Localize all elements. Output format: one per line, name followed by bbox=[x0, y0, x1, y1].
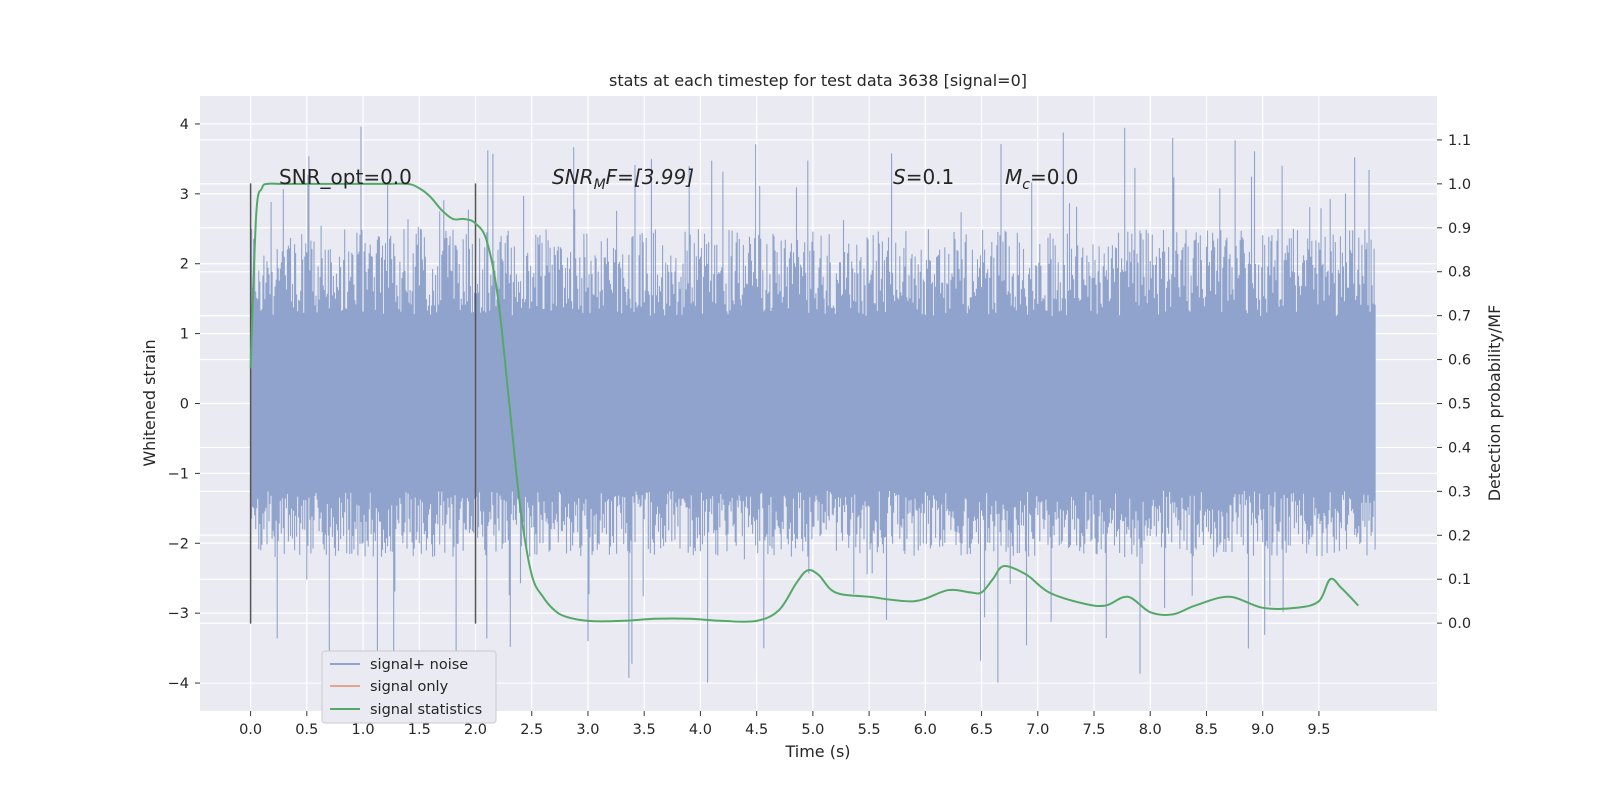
x-tick-label: 7.5 bbox=[1082, 722, 1105, 738]
left-y-axis-ticks: −4 −3 −2 −1 0 1 2 3 4 bbox=[168, 117, 200, 692]
x-tick-label: 8.0 bbox=[1139, 722, 1162, 738]
right-y-tick-label: 1.1 bbox=[1448, 133, 1471, 149]
left-y-tick-label: −4 bbox=[168, 676, 189, 692]
right-y-tick-label: 0.5 bbox=[1448, 397, 1471, 413]
right-y-tick-label: 1.0 bbox=[1448, 177, 1471, 193]
x-tick-label: 0.0 bbox=[239, 722, 262, 738]
x-tick-label: 9.0 bbox=[1251, 722, 1274, 738]
x-tick-label: 6.0 bbox=[914, 722, 937, 738]
snr-opt-annotation: SNR_opt=0.0 bbox=[279, 165, 412, 189]
legend-label-signal-statistics: signal statistics bbox=[370, 702, 482, 718]
x-tick-label: 5.0 bbox=[801, 722, 824, 738]
right-y-tick-label: 0.8 bbox=[1448, 265, 1471, 281]
legend: signal+ noise signal only signal statist… bbox=[321, 650, 497, 724]
x-tick-label: 5.5 bbox=[858, 722, 881, 738]
x-tick-label: 4.5 bbox=[745, 722, 768, 738]
legend-box bbox=[321, 650, 497, 724]
mc-rest: =0.0 bbox=[1030, 165, 1079, 189]
x-tick-label: 3.0 bbox=[576, 722, 599, 738]
left-y-tick-label: 4 bbox=[180, 117, 189, 133]
right-y-tick-label: 0.0 bbox=[1448, 616, 1471, 632]
left-y-axis-label: Whitened strain bbox=[140, 339, 159, 466]
s-main: S bbox=[893, 165, 906, 189]
snr-mf-annotation: SNRMF=[3.99] bbox=[552, 165, 694, 193]
mc-subscript: c bbox=[1022, 177, 1030, 193]
right-y-axis-ticks: 0.0 0.1 0.2 0.3 0.4 0.5 0.6 0.7 0.8 0.9 1.0 1.1 bbox=[1437, 133, 1471, 632]
x-tick-label: 2.0 bbox=[464, 722, 487, 738]
snr-mf-rest: F=[3.99] bbox=[606, 165, 694, 189]
left-y-tick-label: 3 bbox=[180, 187, 189, 203]
left-y-tick-label: 1 bbox=[180, 327, 189, 343]
left-y-tick-label: −1 bbox=[168, 466, 189, 482]
x-tick-label: 0.5 bbox=[295, 722, 318, 738]
snr-mf-subscript: M bbox=[594, 177, 606, 193]
x-tick-label: 4.0 bbox=[689, 722, 712, 738]
right-y-tick-label: 0.1 bbox=[1448, 572, 1471, 588]
mc-annotation: Mc=0.0 bbox=[1005, 165, 1079, 193]
right-y-tick-label: 0.7 bbox=[1448, 309, 1471, 325]
right-y-axis-label: Detection probability/MF bbox=[1485, 305, 1504, 502]
event-markers bbox=[249, 183, 477, 624]
left-y-tick-label: −2 bbox=[168, 536, 189, 552]
left-y-tick-label: −3 bbox=[168, 606, 189, 622]
left-y-tick-label: 0 bbox=[180, 397, 189, 413]
legend-label-signal-only: signal only bbox=[370, 679, 449, 695]
x-tick-label: 2.5 bbox=[520, 722, 543, 738]
x-tick-label: 3.5 bbox=[633, 722, 656, 738]
snr-mf-main: SNR bbox=[552, 165, 594, 189]
x-tick-label: 8.5 bbox=[1195, 722, 1218, 738]
right-y-tick-label: 0.6 bbox=[1448, 353, 1471, 369]
left-y-tick-label: 2 bbox=[180, 257, 189, 273]
x-tick-label: 1.0 bbox=[352, 722, 375, 738]
x-tick-label: 7.0 bbox=[1026, 722, 1049, 738]
x-axis-ticks: 0.0 0.5 1.0 1.5 2.0 2.5 3.0 3.5 4.0 4.5 5.0 5.5 6.0 6… bbox=[239, 711, 1330, 738]
signal-noise-series bbox=[250, 126, 1376, 683]
right-y-tick-label: 0.9 bbox=[1448, 221, 1471, 237]
chart-title: stats at each timestep for test data 363… bbox=[609, 71, 1027, 90]
x-axis-label: Time (s) bbox=[784, 742, 850, 761]
signal-statistics-series bbox=[249, 182, 1360, 623]
signal-statistics-line bbox=[249, 182, 1360, 623]
right-y-tick-label: 0.4 bbox=[1448, 440, 1471, 456]
mc-main: M bbox=[1005, 165, 1022, 189]
x-tick-label: 1.5 bbox=[408, 722, 431, 738]
s-annotation: S=0.1 bbox=[893, 165, 954, 189]
s-rest: =0.1 bbox=[906, 165, 955, 189]
x-tick-label: 9.5 bbox=[1307, 722, 1330, 738]
legend-label-signal-noise: signal+ noise bbox=[370, 657, 468, 673]
x-tick-label: 6.5 bbox=[970, 722, 993, 738]
right-y-tick-label: 0.3 bbox=[1448, 484, 1471, 500]
right-y-tick-label: 0.2 bbox=[1448, 528, 1471, 544]
